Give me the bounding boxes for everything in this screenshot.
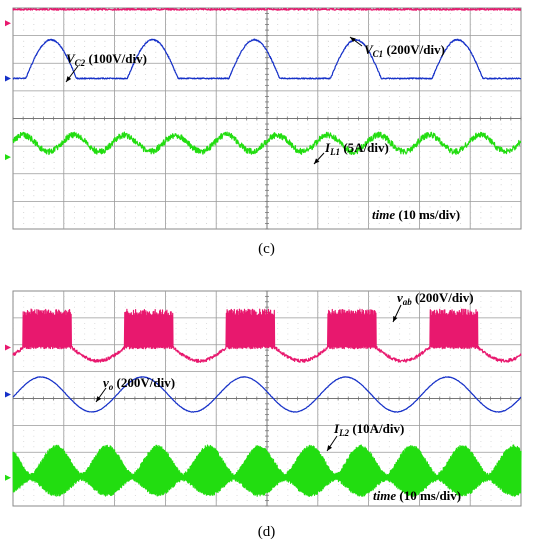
scope-grid	[12, 7, 522, 230]
oscilloscope-plot-d	[5, 290, 522, 507]
trace-vo	[12, 376, 522, 413]
arrow-vc2-head	[66, 76, 72, 82]
oscilloscope-panel-c: VC2 (100V/div) VC1 (200V/div) IL1 (5A/di…	[0, 0, 533, 236]
channel-marker-il2	[5, 474, 11, 481]
trace-vc1	[12, 8, 522, 11]
trace-vc2	[12, 38, 522, 80]
label-time-d: time (10 ms/div)	[373, 488, 462, 503]
caption-c: (c)	[258, 241, 275, 257]
arrow-il1-head	[314, 158, 320, 164]
label-vab: vab (200V/div)	[397, 290, 474, 308]
trace-il2	[12, 444, 522, 497]
channel-marker-vc2	[5, 75, 11, 82]
oscilloscope-panel-d: vab (200V/div) vo (200V/div) IL2 (10A/di…	[0, 284, 533, 514]
trace-vab	[12, 308, 522, 363]
caption-d: (d)	[257, 524, 276, 540]
label-il1: IL1 (5A/div)	[325, 140, 389, 158]
label-time-c: time (10 ms/div)	[372, 207, 461, 222]
channel-marker-vo	[5, 391, 11, 398]
channel-marker-vc1	[5, 20, 11, 27]
channel-marker-vab	[5, 344, 11, 351]
channel-marker-il1	[5, 154, 11, 161]
arrow-vab-head	[393, 316, 398, 322]
label-vc1: VC1 (200V/div)	[364, 42, 445, 60]
arrow-il2-head	[327, 445, 333, 451]
label-vo: vo (200V/div)	[103, 375, 176, 393]
arrow-vo-head	[96, 396, 102, 402]
trace-il1	[12, 131, 522, 156]
arrow-vc1-head	[350, 37, 356, 43]
label-vc2: VC2 (100V/div)	[66, 51, 147, 69]
oscilloscope-plot-c	[5, 7, 522, 230]
label-il2: IL2 (10A/div)	[334, 421, 405, 439]
